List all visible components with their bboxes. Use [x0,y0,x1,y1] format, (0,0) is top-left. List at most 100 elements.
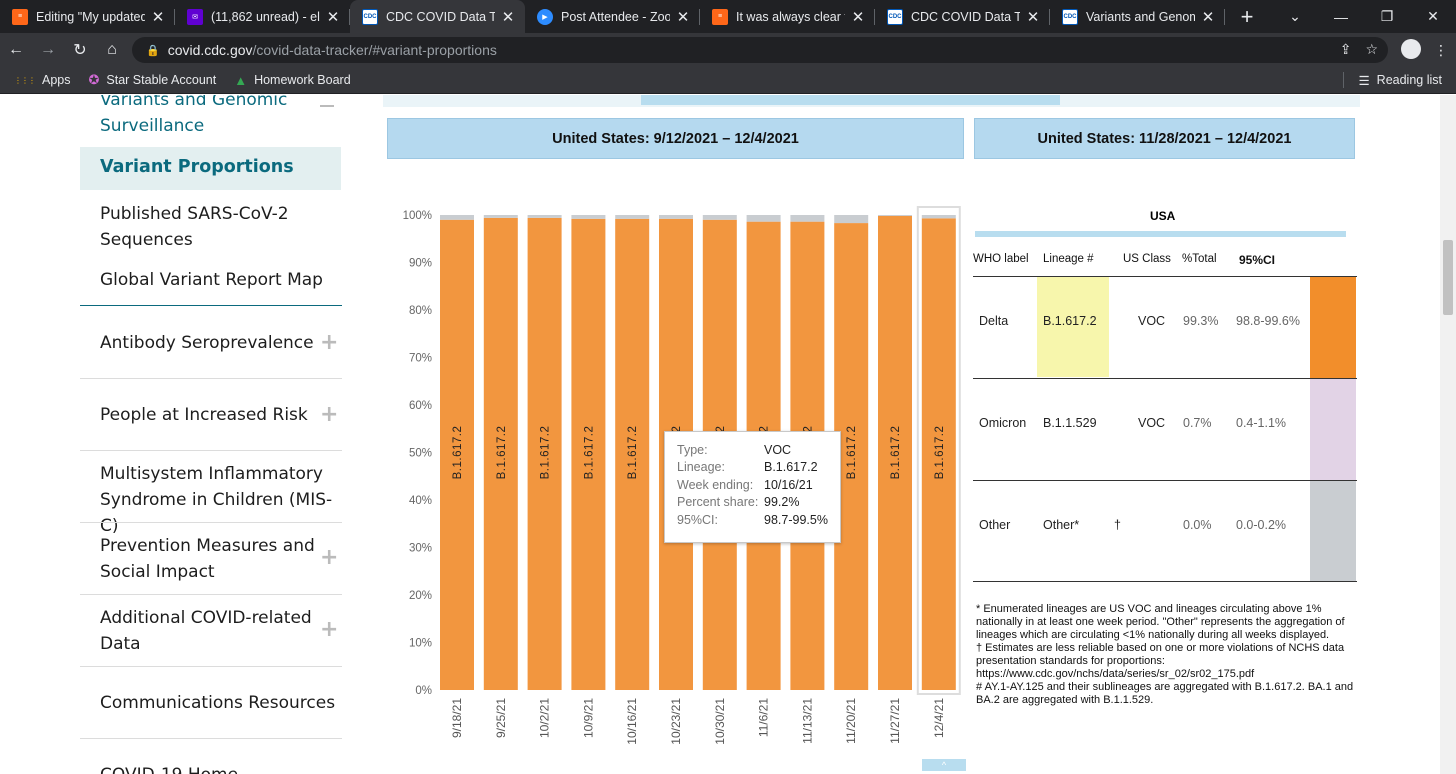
collapse-minus-icon[interactable] [320,105,334,107]
x-tick-label: 10/23/21 [669,698,683,745]
new-tab-icon[interactable]: + [1240,3,1254,29]
tooltip-key: Percent share: [677,495,759,510]
reading-list-label: Reading list [1376,73,1442,87]
bar-segment-other[interactable] [571,215,606,219]
close-window-icon[interactable]: ✕ [1427,8,1439,24]
browser-tab[interactable]: CDC CDC COVID Data Trac ✕ [875,0,1050,33]
tab-close-icon[interactable]: ✕ [501,8,515,26]
bar-segment-b-1-617-2[interactable] [527,217,562,690]
sidebar-item-variant-proportions[interactable]: Variant Proportions [80,147,341,190]
tooltip-row: Lineage: B.1.617.2 [677,459,828,477]
profile-avatar-icon[interactable] [1396,38,1426,62]
browser-tab[interactable]: CDC Variants and Genomic ✕ [1050,0,1225,33]
bar-segment-b-1-617-2[interactable] [571,218,606,691]
google-drive-icon: ▲ [234,72,248,88]
y-tick-label: 100% [403,210,432,222]
sidebar-section-title[interactable]: Variants and Genomic Surveillance [100,95,287,139]
share-icon[interactable]: ⇪ [1339,41,1352,57]
bar-segment-other[interactable] [746,215,781,222]
home-icon[interactable]: ⌂ [107,41,117,58]
bookmark-item[interactable]: ⋮⋮⋮ Apps [14,73,71,87]
bar-segment-other[interactable] [527,215,562,218]
bar-segment-other[interactable] [440,215,474,220]
bar-segment-other[interactable] [615,215,650,219]
bar-segment-other[interactable] [921,215,956,219]
bar-segment-other[interactable] [483,215,518,218]
tab-title: Editing "My updated v [36,9,145,24]
tab-close-icon[interactable]: ✕ [326,8,340,26]
bar-segment-b-1-617-2[interactable] [440,219,474,690]
sidebar-item[interactable]: People at Increased Risk [100,402,308,428]
sidebar-item-line1: Additional COVID-related [100,608,312,628]
scroll-up-handle[interactable]: ^ [922,759,966,771]
tab-close-icon[interactable]: ✕ [676,8,690,26]
y-tick-label: 20% [409,590,432,602]
variant-color-swatch [1310,379,1356,480]
y-tick-label: 80% [409,305,432,317]
table-cell-ci: 0.4-1.1% [1236,416,1287,430]
table-cell-class: VOC [1138,314,1166,328]
reload-icon[interactable]: ↻ [73,42,87,59]
address-bar[interactable]: 🔒 covid.cdc.gov/covid-data-tracker/#vari… [132,37,1388,63]
bar-segment-other[interactable] [834,215,869,224]
footnote: # AY.1-AY.125 and their sublineages are … [976,681,1354,706]
y-tick-label: 40% [409,495,432,507]
expand-plus-icon[interactable]: + [320,402,339,427]
bar-segment-other[interactable] [878,215,912,216]
tab-close-icon[interactable]: ✕ [1026,8,1040,26]
bar-segment-b-1-617-2[interactable] [615,218,650,691]
sidebar-item[interactable]: Prevention Measures and Social Impact [100,533,315,585]
tab-separator [349,9,350,25]
sidebar-item[interactable]: Additional COVID-related Data [100,605,312,657]
minimize-icon[interactable]: — [1334,8,1348,25]
expand-plus-icon[interactable]: + [320,617,339,642]
tooltip-value: 10/16/21 [764,477,813,492]
sidebar-item[interactable]: Antibody Seroprevalence [100,330,314,356]
tab-close-icon[interactable]: ✕ [851,8,865,26]
active-tab-indicator[interactable] [641,95,1060,105]
tab-search-chevron-icon[interactable]: ⌄ [1289,8,1301,24]
tab-title: Post Attendee - Zoom [561,9,670,24]
forward-arrow-icon[interactable]: → [40,41,56,58]
sidebar-subitem[interactable]: Published SARS-CoV-2 Sequences [100,201,289,253]
sidebar-item[interactable]: Multisystem Inflammatory Syndrome in Chil… [100,461,342,539]
lock-icon[interactable]: 🔒 [146,44,160,57]
browser-tab[interactable]: ✉ (11,862 unread) - elia ✕ [175,0,350,33]
browser-tab[interactable]: CDC CDC COVID Data Trac ✕ [350,0,525,33]
sidebar-item[interactable]: COVID-19 Home [100,762,238,774]
bookmark-item[interactable]: ▲ Homework Board [234,73,350,88]
browser-tab[interactable]: ≡ It was always clear to ✕ [700,0,875,33]
expand-plus-icon[interactable]: + [320,330,339,355]
menu-kebab-icon[interactable]: ⋮ [1434,41,1448,58]
sidebar-subitem[interactable]: Global Variant Report Map [100,267,323,293]
bar-segment-b-1-617-2[interactable] [921,218,956,690]
footnote: † Estimates are less reliable based on o… [976,642,1345,667]
browser-tab[interactable]: ≡ Editing "My updated v ✕ [0,0,175,33]
expand-plus-icon[interactable]: + [320,545,339,570]
browser-tab[interactable]: ▶ Post Attendee - Zoom ✕ [525,0,700,33]
page-scrollbar[interactable] [1440,95,1456,774]
tooltip-row: Type: VOC [677,441,828,459]
back-arrow-icon[interactable]: ← [8,41,24,58]
scrollbar-thumb[interactable] [1443,240,1453,315]
sidebar-divider [80,522,342,523]
tooltip-row: 95%CI: 98.7-99.5% [677,511,828,529]
footnote[interactable]: https://www.cdc.gov/nchs/data/series/sr_… [976,668,1255,680]
bar-segment-other[interactable] [659,215,693,219]
restore-icon[interactable]: ❐ [1380,8,1394,24]
sidebar-item[interactable]: Communications Resources [100,690,335,716]
reading-list-button[interactable]: ☰ Reading list [1343,72,1442,88]
tab-close-icon[interactable]: ✕ [1201,8,1215,26]
bar-segment-other[interactable] [790,215,825,222]
x-tick-label: 10/30/21 [713,698,727,745]
bookmark-star-icon[interactable]: ☆ [1365,41,1378,57]
table-header: Lineage # [1043,253,1094,265]
tab-title: Variants and Genomic [1086,9,1195,24]
bookmark-item[interactable]: ✪ Star Stable Account [89,72,217,88]
footnotes: * Enumerated lineages are US VOC and lin… [976,603,1356,707]
sidebar-item-line1: Communications Resources [100,693,336,713]
tab-close-icon[interactable]: ✕ [151,8,165,26]
bar-segment-other[interactable] [702,215,737,220]
bar-segment-b-1-617-2[interactable] [483,217,518,690]
bar-segment-b-1-617-2[interactable] [878,215,912,690]
